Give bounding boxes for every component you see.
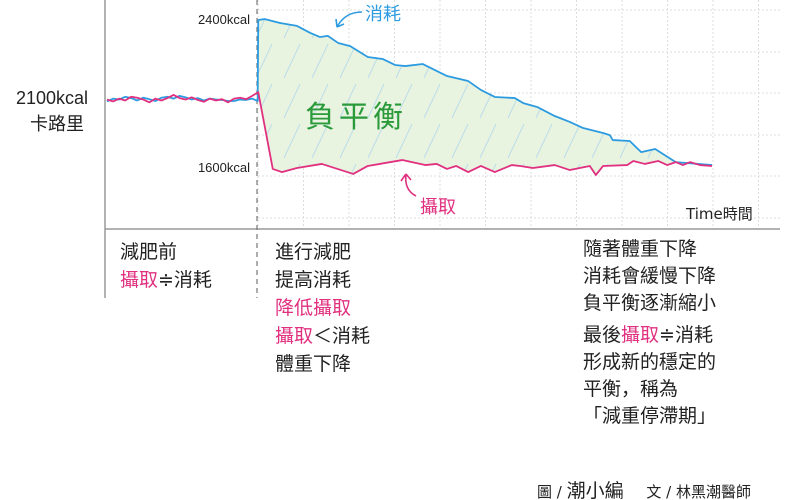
after-line: 隨著體重下降 [583, 238, 698, 260]
intake-line [106, 91, 713, 176]
illustration-credit-label: 圖 / [537, 483, 562, 500]
before-line: 減肥前 [120, 241, 178, 263]
intake-word: 攝取 [275, 325, 314, 347]
author-name: 林黑潮醫師 [676, 483, 752, 500]
during-line: 攝取＜消耗 [275, 322, 370, 350]
y-axis-value-label: 2100kcal [16, 88, 89, 108]
expenditure-label: 消耗 [365, 4, 401, 25]
y-axis-unit-label: 卡路里 [30, 114, 84, 135]
intake-word: 攝取 [120, 269, 159, 291]
after-line: 形成新的穩定的 [583, 351, 717, 373]
approx-expenditure: ≑消耗 [659, 324, 713, 346]
intake-arrow-icon [400, 173, 417, 197]
before-line: 攝取≑消耗 [120, 266, 212, 294]
tick-label-2400: 2400kcal [197, 12, 250, 27]
after-line: 最後攝取≑消耗 [583, 322, 716, 349]
expenditure-arrow-icon [335, 11, 363, 28]
during-line: 提高消耗 [275, 269, 352, 291]
during-line: 進行減肥 [275, 241, 352, 263]
after-line: 「減重停滯期」 [583, 405, 717, 427]
illustrator-name: 潮小編 [566, 480, 624, 500]
plateau-text: 隨著體重下降 消耗會緩慢下降 負平衡逐漸縮小 最後攝取≑消耗 形成新的穩定的 平… [583, 236, 716, 430]
intake-word: 攝取 [621, 324, 660, 346]
before-diet-text: 減肥前 攝取≑消耗 [120, 238, 212, 294]
credits: 圖 / 潮小編 文 / 林黑潮醫師 [537, 476, 751, 500]
intake-label: 攝取 [420, 197, 456, 218]
during-diet-text: 進行減肥 提高消耗 降低攝取 攝取＜消耗 體重下降 [275, 238, 370, 378]
x-axis-label: Time時間 [686, 205, 753, 223]
during-line: 降低攝取 [275, 297, 352, 319]
negative-balance-label: 負平衡 [305, 100, 407, 135]
during-line: 體重下降 [275, 353, 352, 375]
after-line: 消耗會緩慢下降 [583, 265, 717, 287]
text-credit-label: 文 / [646, 483, 672, 500]
after-word: 最後 [583, 324, 622, 346]
after-line: 平衡，稱為 [583, 378, 679, 400]
less-than-expenditure: ＜消耗 [313, 325, 371, 347]
approx-expenditure: ≑消耗 [158, 269, 212, 291]
expenditure-line [106, 18, 713, 166]
after-line: 負平衡逐漸縮小 [583, 292, 717, 314]
tick-label-1600: 1600kcal [197, 160, 250, 175]
